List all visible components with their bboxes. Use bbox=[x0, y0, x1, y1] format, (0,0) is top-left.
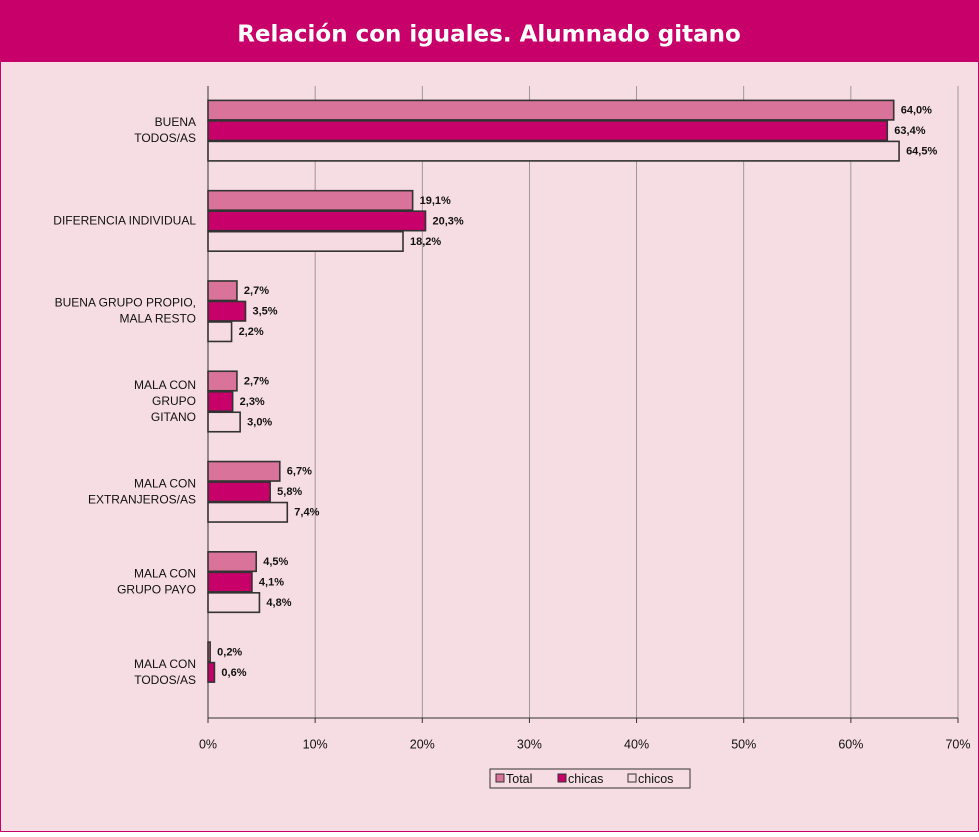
bar bbox=[207, 641, 211, 663]
bar bbox=[207, 460, 281, 482]
category-line: DIFERENCIA INDIVIDUAL bbox=[53, 214, 196, 228]
category-line: TODOS/AS bbox=[134, 131, 196, 145]
x-tick-label: 70% bbox=[945, 737, 970, 751]
bar bbox=[207, 661, 216, 683]
value-label: 19,1% bbox=[420, 195, 451, 207]
value-label: 2,3% bbox=[240, 396, 265, 408]
category-label: MALA CON TODOS/AS bbox=[134, 657, 196, 687]
x-tick-label: 20% bbox=[410, 737, 435, 751]
legend-label: Total bbox=[506, 772, 532, 786]
chart-title: Relación con iguales. Alumnado gitano bbox=[237, 22, 741, 48]
bar bbox=[207, 571, 253, 593]
category-line: TODOS/AS bbox=[134, 673, 196, 687]
x-tick-label: 30% bbox=[517, 737, 542, 751]
bar bbox=[207, 120, 889, 142]
bar bbox=[207, 481, 271, 503]
legend-swatch bbox=[495, 773, 505, 783]
bar bbox=[207, 390, 234, 413]
category-line: GRUPO bbox=[152, 394, 196, 408]
x-tick-label: 40% bbox=[624, 737, 649, 751]
legend-swatch bbox=[627, 773, 637, 783]
value-label: 3,5% bbox=[253, 306, 278, 318]
value-label: 6,7% bbox=[287, 466, 312, 478]
value-label: 64,5% bbox=[906, 146, 937, 158]
value-label: 7,4% bbox=[294, 507, 319, 519]
legend-label: chicos bbox=[638, 772, 673, 786]
bar bbox=[207, 501, 289, 523]
category-line: MALA CON bbox=[134, 476, 196, 490]
bar bbox=[207, 99, 895, 121]
bar bbox=[207, 280, 238, 302]
category-line: GITANO bbox=[151, 410, 196, 424]
x-tick-label: 0% bbox=[199, 737, 217, 751]
bar bbox=[207, 551, 258, 573]
title-band bbox=[0, 0, 979, 62]
category-line: MALA CON bbox=[134, 378, 196, 392]
category-line: GRUPO PAYO bbox=[117, 583, 196, 597]
category-line: MALA RESTO bbox=[120, 312, 196, 326]
legend-box bbox=[489, 768, 691, 789]
category-line: BUENA bbox=[155, 115, 196, 129]
value-label: 4,8% bbox=[266, 597, 291, 609]
bar bbox=[207, 300, 247, 322]
category-label: BUENA TODOS/AS bbox=[134, 115, 196, 145]
category-line: BUENA GRUPO PROPIO, bbox=[55, 296, 196, 310]
value-label: 3,0% bbox=[247, 416, 272, 428]
x-tick-label: 60% bbox=[838, 737, 863, 751]
value-label: 2,7% bbox=[244, 285, 269, 297]
bar bbox=[207, 321, 233, 343]
value-label: 0,6% bbox=[221, 667, 246, 679]
value-label: 64,0% bbox=[901, 105, 932, 117]
x-tick-label: 50% bbox=[731, 737, 756, 751]
value-label: 4,5% bbox=[263, 556, 288, 568]
value-label: 2,7% bbox=[244, 375, 269, 387]
category-line: EXTRANJEROS/AS bbox=[88, 492, 196, 506]
category-label: MALA CON GRUPO PAYO bbox=[117, 567, 196, 597]
category-label: DIFERENCIA INDIVIDUAL bbox=[53, 214, 196, 228]
value-label: 4,1% bbox=[259, 576, 284, 588]
legend-label: chicas bbox=[568, 772, 603, 786]
bar bbox=[207, 370, 238, 392]
bar bbox=[207, 411, 241, 433]
category-label: MALA CON EXTRANJEROS/AS bbox=[88, 476, 196, 506]
value-label: 0,2% bbox=[217, 646, 242, 658]
value-label: 18,2% bbox=[410, 236, 441, 248]
value-label: 20,3% bbox=[433, 215, 464, 227]
legend-swatch bbox=[557, 773, 567, 783]
bar bbox=[207, 210, 427, 232]
bar bbox=[207, 230, 404, 252]
value-label: 5,8% bbox=[277, 486, 302, 498]
category-label: BUENA GRUPO PROPIO, MALA RESTO bbox=[55, 296, 196, 326]
category-line: MALA CON bbox=[134, 657, 196, 671]
bar bbox=[207, 140, 900, 162]
bar bbox=[207, 189, 414, 211]
bar bbox=[207, 592, 261, 614]
value-label: 2,2% bbox=[239, 326, 264, 338]
category-label: MALA CON GRUPO GITANO bbox=[134, 378, 196, 424]
x-tick-label: 10% bbox=[303, 737, 328, 751]
value-label: 63,4% bbox=[894, 125, 925, 137]
category-line: MALA CON bbox=[134, 567, 196, 581]
